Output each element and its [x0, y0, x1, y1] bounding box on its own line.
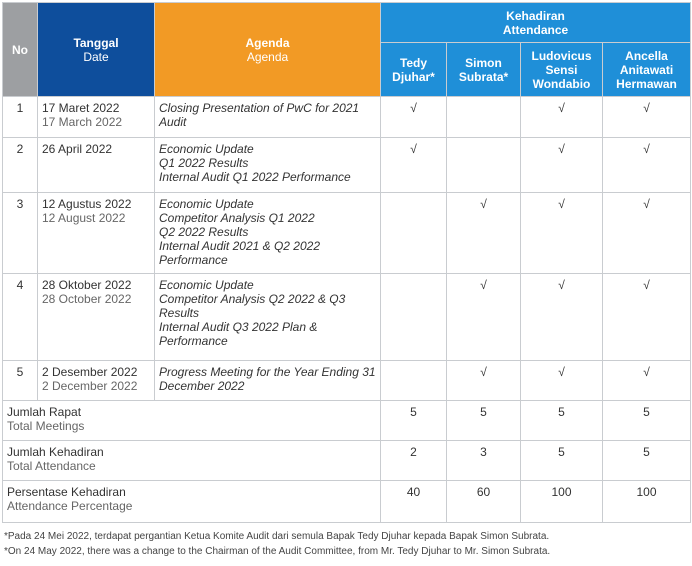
attendance-mark [446, 96, 521, 138]
row-agenda: Progress Meeting for the Year Ending 31 … [154, 360, 381, 401]
header-date-id: Tanggal [73, 35, 119, 50]
summary-value: 100 [520, 480, 603, 523]
summary-value: 5 [520, 400, 603, 441]
header-date-en: Date [83, 49, 109, 64]
member-header: Tedy Djuhar* [380, 42, 447, 97]
row-number: 4 [2, 273, 38, 361]
footnote-en: *On 24 May 2022, there was a change to t… [4, 546, 551, 557]
attendance-mark: √ [380, 96, 447, 138]
attendance-mark: √ [520, 192, 603, 274]
header-date: Tanggal Date [37, 2, 155, 97]
summary-row: Jumlah Kehadiran Total Attendance 2 3 5 … [2, 440, 692, 481]
row-date: 28 Oktober 2022 28 October 2022 [37, 273, 155, 361]
summary-label: Jumlah Rapat Total Meetings [2, 400, 381, 441]
attendance-mark: √ [601, 360, 692, 401]
attendance-mark: √ [380, 137, 447, 193]
row-date: 17 Maret 2022 17 March 2022 [37, 96, 155, 138]
row-agenda: Economic Update Competitor Analysis Q2 2… [154, 273, 381, 361]
header-attendance-id: Kehadiran [506, 8, 565, 23]
row-agenda: Economic Update Q1 2022 Results Internal… [154, 137, 381, 193]
table-row: 2 26 April 2022 Economic Update Q1 2022 … [2, 137, 692, 193]
summary-value: 5 [601, 440, 692, 481]
row-number: 3 [2, 192, 38, 274]
row-number: 5 [2, 360, 38, 401]
header-agenda: Agenda Agenda [154, 2, 381, 97]
attendance-mark [380, 273, 447, 361]
summary-label: Jumlah Kehadiran Total Attendance [2, 440, 381, 481]
summary-value: 5 [520, 440, 603, 481]
header-no: No [2, 2, 38, 97]
table-row: 1 17 Maret 2022 17 March 2022 Closing Pr… [2, 96, 692, 138]
summary-value: 5 [380, 400, 447, 441]
summary-value: 2 [380, 440, 447, 481]
header-agenda-en: Agenda [246, 49, 289, 64]
row-date: 26 April 2022 [37, 137, 155, 193]
summary-value: 3 [446, 440, 521, 481]
row-agenda: Closing Presentation of PwC for 2021 Aud… [154, 96, 381, 138]
table-row: 4 28 Oktober 2022 28 October 2022 Econom… [2, 273, 692, 361]
attendance-mark [380, 192, 447, 274]
member-header: Ludovicus Sensi Wondabio [520, 42, 603, 97]
row-number: 2 [2, 137, 38, 193]
table-row: 5 2 Desember 2022 2 December 2022 Progre… [2, 360, 692, 401]
row-number: 1 [2, 96, 38, 138]
row-date: 2 Desember 2022 2 December 2022 [37, 360, 155, 401]
summary-row: Persentase Kehadiran Attendance Percenta… [2, 480, 692, 523]
attendance-mark [380, 360, 447, 401]
member-header: Ancella Anitawati Hermawan [601, 42, 692, 97]
attendance-mark: √ [520, 96, 603, 138]
table-row: 3 12 Agustus 2022 12 August 2022 Economi… [2, 192, 692, 274]
summary-label: Persentase Kehadiran Attendance Percenta… [2, 480, 381, 523]
attendance-mark: √ [520, 273, 603, 361]
summary-value: 100 [601, 480, 692, 523]
attendance-mark: √ [601, 192, 692, 274]
summary-row: Jumlah Rapat Total Meetings 5 5 5 5 [2, 400, 692, 441]
attendance-mark: √ [520, 137, 603, 193]
row-agenda: Economic Update Competitor Analysis Q1 2… [154, 192, 381, 274]
attendance-mark: √ [446, 360, 521, 401]
header-attendance: Kehadiran Attendance [379, 2, 692, 43]
attendance-mark: √ [520, 360, 603, 401]
summary-value: 40 [380, 480, 447, 523]
attendance-mark: √ [601, 96, 692, 138]
attendance-mark: √ [601, 137, 692, 193]
attendance-mark: √ [601, 273, 692, 361]
member-header: Simon Subrata* [446, 42, 521, 97]
row-date: 12 Agustus 2022 12 August 2022 [37, 192, 155, 274]
header-agenda-id: Agenda [245, 35, 290, 50]
attendance-table: No Tanggal Date Agenda Agenda Kehadiran … [2, 2, 692, 523]
attendance-mark: √ [446, 273, 521, 361]
summary-value: 60 [446, 480, 521, 523]
summary-value: 5 [446, 400, 521, 441]
summary-value: 5 [601, 400, 692, 441]
attendance-mark: √ [446, 192, 521, 274]
header-attendance-en: Attendance [502, 22, 569, 37]
footnote-id: *Pada 24 Mei 2022, terdapat pergantian K… [4, 531, 550, 542]
attendance-mark [446, 137, 521, 193]
